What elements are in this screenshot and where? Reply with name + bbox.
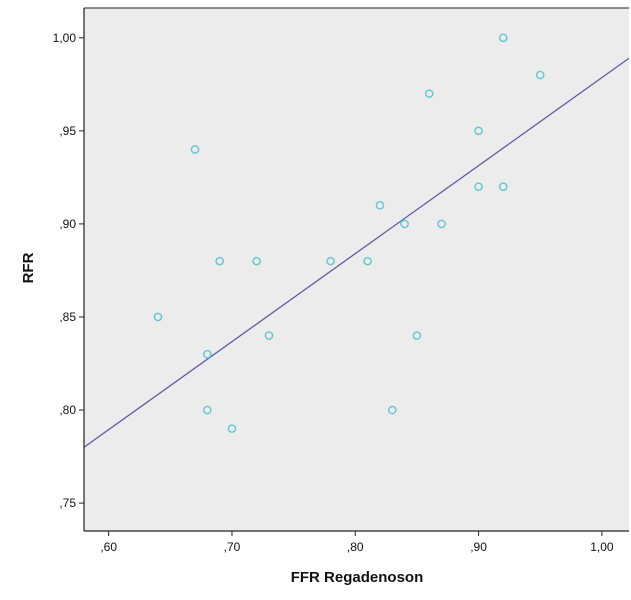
x-tick-label: ,70 (224, 540, 241, 554)
data-point (498, 33, 508, 43)
y-tick-label: ,95 (59, 124, 76, 138)
data-point (252, 256, 261, 266)
data-point (535, 70, 545, 80)
data-point (190, 145, 200, 154)
data-point (400, 219, 409, 229)
y-axis-title: RFR (20, 252, 37, 283)
data-point (387, 405, 397, 415)
y-tick-label: ,85 (59, 310, 76, 324)
data-point (375, 200, 385, 210)
data-point (203, 349, 212, 359)
x-tick-label: ,60 (100, 540, 117, 554)
y-tick-label: ,80 (59, 403, 76, 417)
data-point (227, 424, 237, 433)
data-point (424, 89, 434, 98)
data-point (215, 256, 224, 266)
data-point (264, 331, 274, 340)
data-point (437, 219, 446, 229)
data-point (203, 405, 212, 415)
x-tick-label: 1,00 (590, 540, 614, 554)
x-tick-label: ,80 (347, 540, 364, 554)
data-point (153, 312, 163, 322)
x-axis-title: FFR Regadenoson (291, 569, 424, 586)
data-point (474, 182, 483, 191)
y-tick-label: ,75 (59, 496, 76, 510)
x-tick-label: ,90 (470, 540, 487, 554)
fit-line (83, 57, 630, 448)
data-point (412, 331, 422, 340)
data-point (326, 256, 335, 266)
y-tick-label: ,90 (59, 217, 76, 231)
data-point (498, 182, 508, 191)
data-point (363, 256, 372, 266)
data-point (474, 126, 483, 136)
plot-area (84, 8, 629, 531)
y-tick-label: 1,00 (53, 31, 77, 45)
